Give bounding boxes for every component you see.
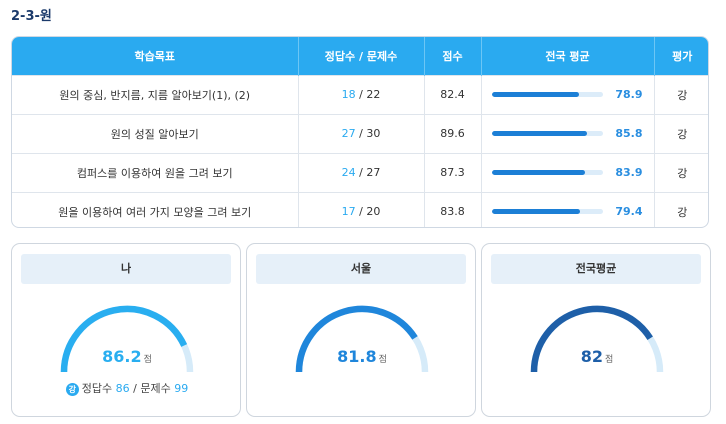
avg-value: 79.4 xyxy=(615,205,643,218)
page-title: 2-3-원 xyxy=(11,9,52,24)
avg-value: 78.9 xyxy=(615,88,643,101)
table-row: 원의 성질 알아보기 27 / 30 89.6 85.8 강 xyxy=(12,113,708,153)
correct-count: 86 xyxy=(115,382,130,395)
score-cell: 87.3 xyxy=(424,152,482,192)
gauge-fill xyxy=(60,305,188,373)
table-row: 원을 이용하여 여러 가지 모양을 그려 보기 17 / 20 83.8 79.4 강 xyxy=(12,191,708,227)
gauge-fill xyxy=(530,305,653,373)
card-title: 전국평균 xyxy=(491,254,701,284)
score-gauge xyxy=(530,305,664,373)
avg-value: 85.8 xyxy=(615,127,643,140)
score-value: 86.2 xyxy=(102,347,142,366)
avg-bar-fill xyxy=(491,209,580,214)
grade-cell: 강 xyxy=(654,152,708,192)
correct-count: 27 xyxy=(341,127,356,140)
correct-summary: 강 정답수 86 / 문제수 99 xyxy=(12,380,242,396)
header-goal: 학습목표 xyxy=(12,37,299,75)
correct-count: 17 xyxy=(341,205,356,218)
card-title: 서울 xyxy=(256,254,466,284)
score-unit: 점 xyxy=(378,355,387,365)
total-label: 문제수 xyxy=(140,382,171,395)
score-gauge xyxy=(60,305,194,373)
goal-cell: 원의 성질 알아보기 xyxy=(12,113,299,153)
national-avg-cell: 83.9 xyxy=(481,152,655,192)
table-row: 컴퍼스를 이용하여 원을 그려 보기 24 / 27 87.3 83.9 강 xyxy=(12,152,708,192)
score-cell: 82.4 xyxy=(424,74,482,114)
score-value: 82 xyxy=(580,347,603,366)
national-avg-cell: 85.8 xyxy=(481,113,655,153)
total-count: 20 xyxy=(366,205,381,218)
score-display: 86.2 점 xyxy=(12,347,242,366)
card-title: 나 xyxy=(21,254,231,284)
seoul-score-card: 서울 81.8 점 xyxy=(246,243,476,417)
goal-cell: 컴퍼스를 이용하여 원을 그려 보기 xyxy=(12,152,299,192)
grade-cell: 강 xyxy=(654,191,708,227)
correct-total-cell: 27 / 30 xyxy=(298,113,425,153)
correct-label: 정답수 xyxy=(81,382,113,395)
table-row: 원의 중심, 반지름, 지름 알아보기(1), (2) 18 / 22 82.4 78… xyxy=(12,74,708,114)
goal-cell: 원을 이용하여 여러 가지 모양을 그려 보기 xyxy=(12,191,299,227)
avg-bar-fill xyxy=(491,131,587,136)
score-unit: 점 xyxy=(143,355,152,365)
avg-bar-track xyxy=(491,209,603,214)
avg-bar-fill xyxy=(491,170,585,175)
total-count: 22 xyxy=(366,88,381,101)
score-unit: 점 xyxy=(604,355,614,365)
gauge-fill xyxy=(295,305,418,373)
avg-bar-fill xyxy=(491,92,580,97)
correct-total-cell: 18 / 22 xyxy=(298,74,425,114)
header-grade: 평가 xyxy=(654,37,708,75)
score-display: 81.8 점 xyxy=(247,347,477,366)
goal-cell: 원의 중심, 반지름, 지름 알아보기(1), (2) xyxy=(12,74,299,114)
correct-count: 24 xyxy=(341,166,356,179)
total-count: 99 xyxy=(174,382,189,395)
total-count: 30 xyxy=(366,127,381,140)
correct-total-cell: 17 / 20 xyxy=(298,191,425,227)
national-avg-cell: 78.9 xyxy=(481,74,655,114)
correct-total-cell: 24 / 27 xyxy=(298,152,425,192)
national-avg-card: 전국평균 82 점 xyxy=(481,243,711,417)
grade-cell: 강 xyxy=(654,74,708,114)
header-score: 점수 xyxy=(424,37,482,75)
avg-bar-track xyxy=(491,92,603,97)
table-header-row: 학습목표 정답수 / 문제수 점수 전국 평균 평가 xyxy=(12,37,708,75)
grade-badge: 강 xyxy=(65,382,79,396)
avg-bar-track xyxy=(491,170,603,175)
correct-count: 18 xyxy=(341,88,356,101)
national-avg-cell: 79.4 xyxy=(481,191,655,227)
avg-value: 83.9 xyxy=(615,166,643,179)
score-value: 81.8 xyxy=(337,347,377,366)
avg-bar-track xyxy=(491,131,603,136)
total-count: 27 xyxy=(366,166,381,179)
score-gauge xyxy=(295,305,429,373)
header-national-avg: 전국 평균 xyxy=(481,37,655,75)
score-display: 82 점 xyxy=(482,347,712,366)
learning-goals-table: 학습목표 정답수 / 문제수 점수 전국 평균 평가 원의 중심, 반지름, 지… xyxy=(11,36,709,228)
score-cell: 83.8 xyxy=(424,191,482,227)
header-correct-total: 정답수 / 문제수 xyxy=(298,37,425,75)
score-cell: 89.6 xyxy=(424,113,482,153)
grade-cell: 강 xyxy=(654,113,708,153)
